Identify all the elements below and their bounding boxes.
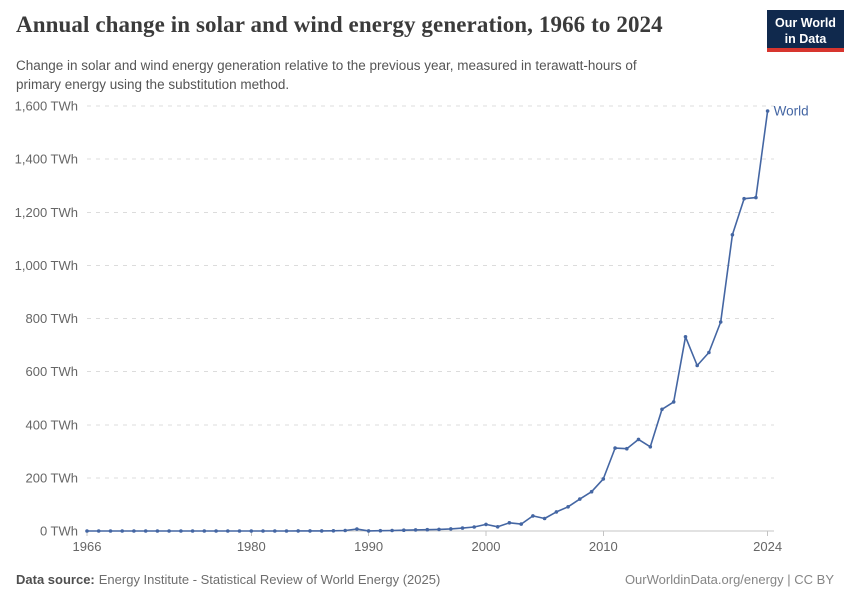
data-point-marker[interactable] <box>179 529 183 533</box>
y-axis-tick-label: 800 TWh <box>25 311 78 326</box>
owid-logo-line2: in Data <box>784 32 827 46</box>
x-axis-tick-label: 1966 <box>73 539 102 554</box>
data-point-marker[interactable] <box>519 522 523 526</box>
world-series-line[interactable] <box>86 110 769 532</box>
data-point-marker[interactable] <box>495 525 500 529</box>
y-axis-tick-label: 1,400 TWh <box>15 152 78 167</box>
data-point-marker[interactable] <box>167 529 171 533</box>
owid-logo-line1: Our World <box>775 16 836 30</box>
page-title: Annual change in solar and wind energy g… <box>16 12 663 37</box>
data-point-marker[interactable] <box>413 528 418 532</box>
data-point-marker[interactable] <box>402 528 406 532</box>
data-point-marker[interactable] <box>718 320 723 324</box>
data-point-marker[interactable] <box>683 335 688 339</box>
data-point-marker[interactable] <box>355 527 359 531</box>
data-point-marker[interactable] <box>554 510 559 514</box>
y-axis-tick-label: 400 TWh <box>25 417 78 432</box>
data-point-marker[interactable] <box>343 528 348 533</box>
y-axis-tick-label: 200 TWh <box>25 470 78 485</box>
x-axis-tick-label: 2010 <box>589 539 618 554</box>
data-point-marker[interactable] <box>589 489 594 494</box>
data-point-marker[interactable] <box>366 529 371 533</box>
x-axis-tick-label: 1990 <box>354 539 383 554</box>
data-point-marker[interactable] <box>155 529 160 533</box>
data-point-marker[interactable] <box>484 522 488 527</box>
chart-canvas[interactable]: 0 TWh 200 TWh 400 TWh 600 TWh 800 TWh 1,000 T… <box>0 92 850 570</box>
data-point-marker[interactable] <box>648 445 653 449</box>
data-point-marker[interactable] <box>273 529 277 533</box>
data-point-marker[interactable] <box>730 233 735 237</box>
data-point-marker[interactable] <box>390 528 394 533</box>
y-axis-tick-label: 600 TWh <box>25 364 78 379</box>
data-point-marker[interactable] <box>190 529 195 533</box>
data-point-marker[interactable] <box>542 516 547 521</box>
data-point-marker[interactable] <box>507 521 512 525</box>
data-point-marker[interactable] <box>449 527 453 531</box>
data-point-marker[interactable] <box>108 529 113 533</box>
data-point-marker[interactable] <box>226 529 230 533</box>
y-axis-tick-label: 1,000 TWh <box>15 258 78 273</box>
data-point-marker[interactable] <box>660 407 664 412</box>
data-point-marker[interactable] <box>695 363 699 368</box>
data-point-marker[interactable] <box>120 529 124 533</box>
data-point-marker[interactable] <box>214 529 218 533</box>
x-axis-tick-label: 2024 <box>753 539 782 554</box>
data-point-marker[interactable] <box>625 446 629 451</box>
data-point-marker[interactable] <box>707 350 711 355</box>
data-point-marker[interactable] <box>319 529 324 533</box>
data-point-marker[interactable] <box>132 529 136 533</box>
data-point-marker[interactable] <box>531 514 535 518</box>
x-axis-tick-label: 2000 <box>472 539 501 554</box>
data-point-marker[interactable] <box>143 529 148 533</box>
data-point-marker[interactable] <box>425 527 430 532</box>
chart-subtitle: Change in solar and wind energy generati… <box>16 58 637 92</box>
data-point-marker[interactable] <box>96 529 101 533</box>
data-point-marker[interactable] <box>237 529 242 533</box>
y-axis-tick-label: 0 TWh <box>40 524 78 539</box>
footer-links[interactable]: OurWorldinData.org/energy | CC BY <box>624 572 834 587</box>
data-point-marker[interactable] <box>578 497 582 501</box>
data-point-marker[interactable] <box>308 529 312 533</box>
data-source-note: Data source: Energy Institute - Statistic… <box>16 572 440 587</box>
data-point-marker[interactable] <box>378 528 383 533</box>
data-point-marker[interactable] <box>261 529 265 533</box>
y-axis-tick-label: 1,600 TWh <box>15 99 78 114</box>
data-point-marker[interactable] <box>249 529 254 533</box>
data-point-marker[interactable] <box>85 529 89 533</box>
y-axis-tick-label: 1,200 TWh <box>15 205 78 220</box>
data-point-marker[interactable] <box>636 437 641 442</box>
owid-logo[interactable]: Our World in Data <box>767 10 844 52</box>
data-point-marker[interactable] <box>460 526 465 530</box>
data-point-marker[interactable] <box>284 529 289 533</box>
data-point-marker[interactable] <box>472 525 477 529</box>
data-point-marker[interactable] <box>765 109 770 113</box>
data-source-text: Energy Institute - Statistical Review of… <box>98 572 441 587</box>
data-point-marker[interactable] <box>331 529 336 533</box>
data-point-marker[interactable] <box>742 196 746 201</box>
data-point-marker[interactable] <box>671 400 676 404</box>
x-axis-tick-label: 1980 <box>237 539 266 554</box>
data-point-marker[interactable] <box>754 195 758 200</box>
data-point-marker[interactable] <box>296 529 301 533</box>
data-point-marker[interactable] <box>202 529 207 533</box>
series-label-world[interactable]: World <box>774 104 809 119</box>
data-point-marker[interactable] <box>601 477 606 481</box>
data-point-marker[interactable] <box>566 505 570 509</box>
data-source-label: Data source: <box>16 572 95 587</box>
data-point-marker[interactable] <box>613 446 617 450</box>
data-point-marker[interactable] <box>437 527 441 532</box>
